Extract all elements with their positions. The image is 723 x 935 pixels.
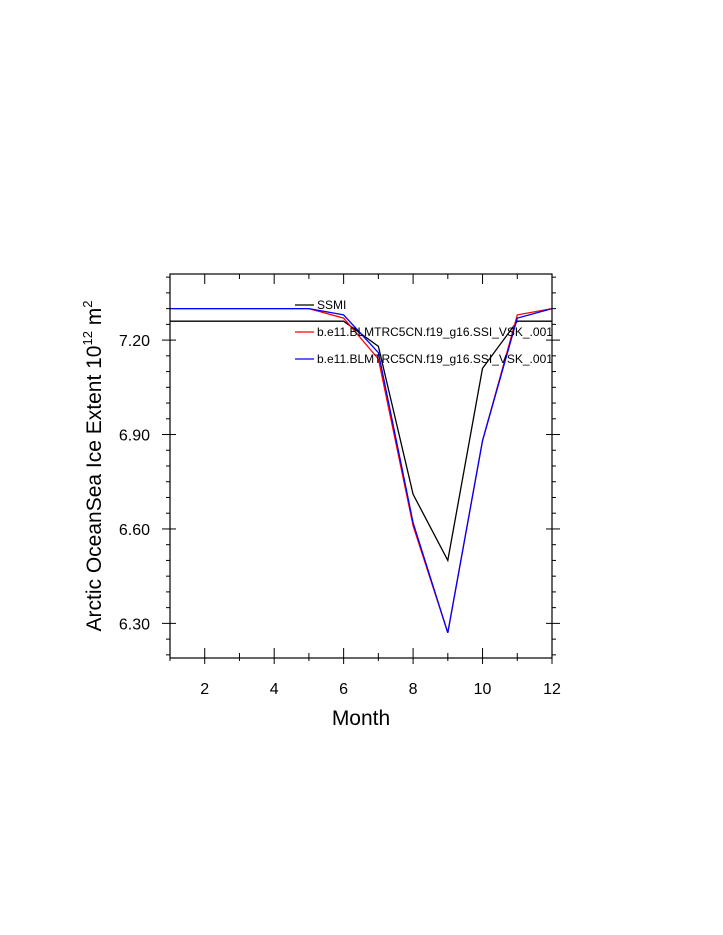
legend-label: SSMI (317, 298, 346, 312)
x-axis-title: Month (332, 707, 390, 730)
series-line-3 (170, 307, 553, 633)
legend-label: b.e11.BLMTRC5CN.f19_g16.SSI_VSK_.001 (317, 325, 553, 339)
y-tick-label: 6.90 (119, 428, 150, 445)
x-tick-labels: 2 4 6 8 10 12 (200, 681, 561, 698)
x-tick-label: 10 (474, 681, 492, 698)
x-tick-label: 8 (409, 681, 418, 698)
legend-label: b.e11.BLMTRC5CN.f19_g16.SSI_VSK_.001 (317, 352, 553, 366)
y-axis-title: Arctic OceanSea Ice Extent 1012 m2 (80, 300, 106, 631)
x-tick-label: 12 (543, 681, 561, 698)
legend: SSMI b.e11.BLMTRC5CN.f19_g16.SSI_VSK_.001… (295, 298, 553, 366)
y-tick-label: 6.30 (119, 616, 150, 633)
y-tick-labels: 6.30 6.60 6.90 7.20 (119, 333, 150, 633)
y-tick-label: 6.60 (119, 522, 150, 539)
x-tick-label: 2 (200, 681, 209, 698)
axis-ticks (162, 274, 560, 664)
y-axis-title-main: Arctic OceanSea Ice Extent 10 (83, 346, 106, 632)
series-lines (170, 307, 553, 634)
x-tick-label: 4 (270, 681, 279, 698)
x-tick-label: 6 (339, 681, 348, 698)
y-tick-label: 7.20 (119, 333, 150, 350)
y-axis-title-unit: m (83, 308, 106, 331)
y-axis-title-unit-exponent: 2 (80, 300, 95, 307)
y-axis-title-exponent: 12 (80, 331, 95, 345)
